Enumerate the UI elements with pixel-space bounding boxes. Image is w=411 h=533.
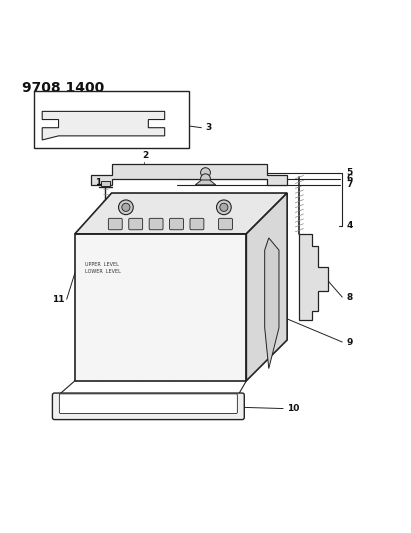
Text: 9708 1400: 9708 1400 <box>22 81 104 95</box>
Text: LOWER  LEVEL: LOWER LEVEL <box>85 269 121 274</box>
Bar <box>34 91 189 148</box>
Text: 1: 1 <box>95 178 102 187</box>
Polygon shape <box>299 234 328 320</box>
Text: 3: 3 <box>206 123 212 132</box>
Text: 5: 5 <box>346 168 353 177</box>
Text: 6: 6 <box>346 174 353 183</box>
Text: 10: 10 <box>287 404 300 413</box>
Text: 9: 9 <box>346 337 353 346</box>
FancyBboxPatch shape <box>129 219 143 230</box>
FancyBboxPatch shape <box>149 219 163 230</box>
Polygon shape <box>58 397 238 414</box>
Polygon shape <box>42 111 165 140</box>
Polygon shape <box>75 234 246 381</box>
Text: 8: 8 <box>346 293 353 302</box>
Polygon shape <box>265 238 279 368</box>
Polygon shape <box>75 193 287 234</box>
Text: 4: 4 <box>346 221 353 230</box>
Text: UPPER  LEVEL: UPPER LEVEL <box>85 262 119 267</box>
Circle shape <box>220 203 228 212</box>
Polygon shape <box>246 193 287 381</box>
Text: 11: 11 <box>52 295 65 304</box>
Circle shape <box>201 174 210 184</box>
FancyBboxPatch shape <box>190 219 204 230</box>
FancyBboxPatch shape <box>109 219 122 230</box>
Circle shape <box>122 203 130 212</box>
FancyBboxPatch shape <box>53 393 244 419</box>
FancyBboxPatch shape <box>59 394 237 414</box>
Polygon shape <box>195 180 216 185</box>
Circle shape <box>217 200 231 215</box>
Circle shape <box>118 200 133 215</box>
FancyBboxPatch shape <box>219 219 233 230</box>
Text: 2: 2 <box>142 151 148 160</box>
Bar <box>101 181 110 187</box>
Circle shape <box>201 168 210 177</box>
Text: 7: 7 <box>346 180 353 189</box>
FancyBboxPatch shape <box>170 219 183 230</box>
Polygon shape <box>91 165 287 185</box>
